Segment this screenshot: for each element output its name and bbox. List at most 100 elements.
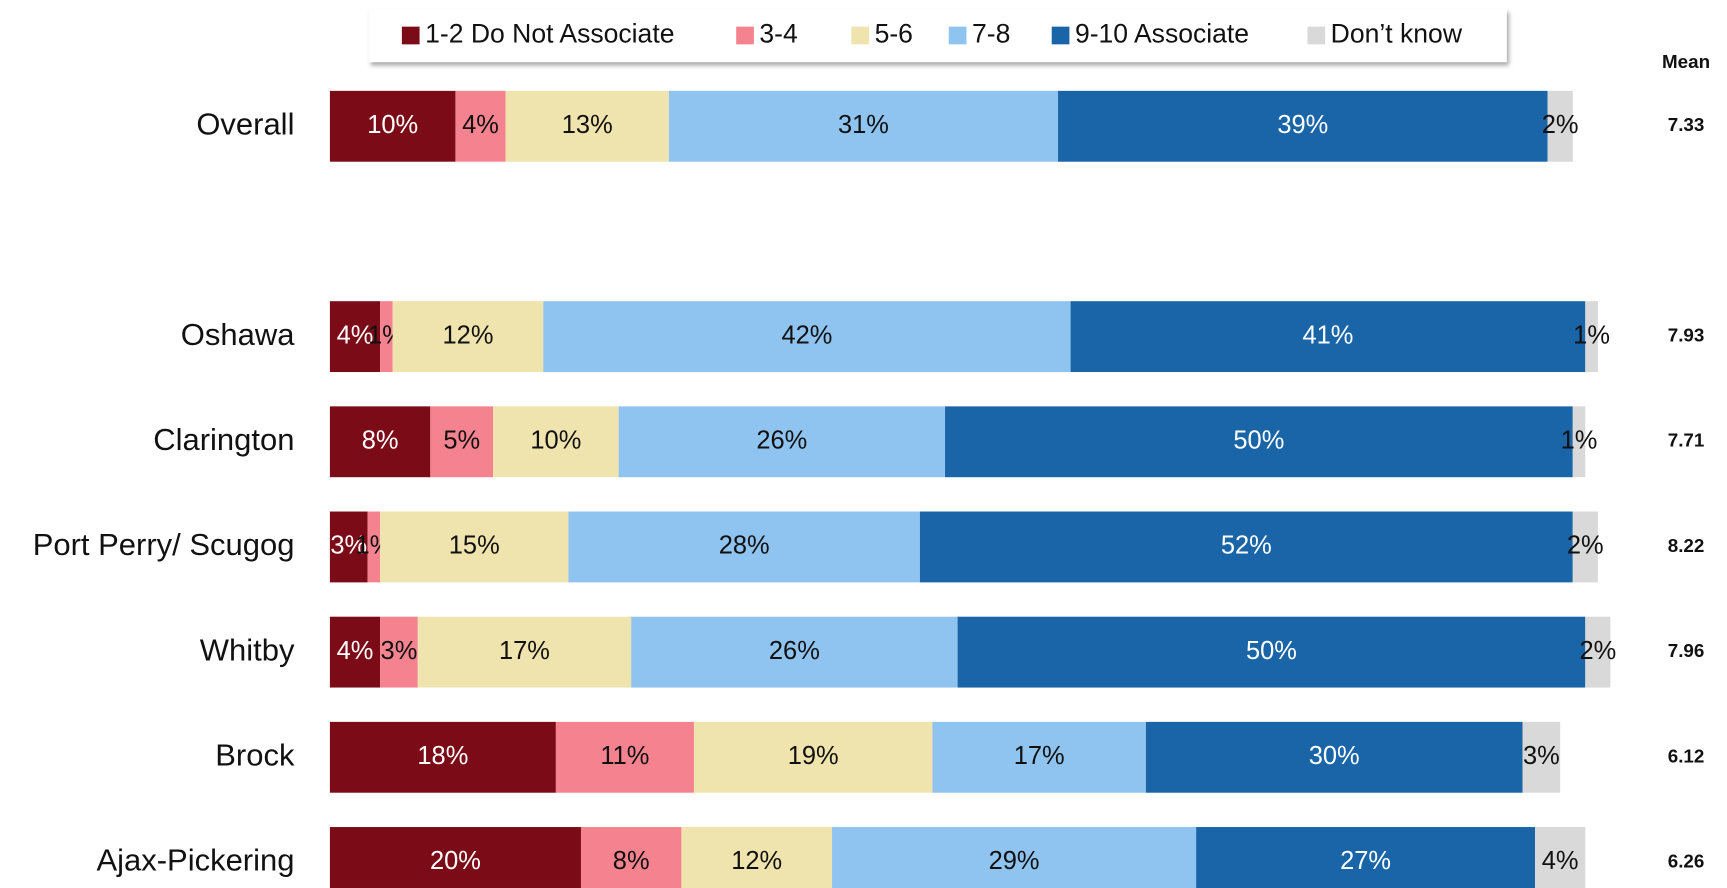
legend-label: 5-6 <box>875 19 913 49</box>
data-label: 50% <box>1246 637 1297 665</box>
data-label: 5% <box>443 427 480 455</box>
data-label: 12% <box>443 321 494 349</box>
bar-segment <box>932 721 1146 793</box>
category-label: Port Perry/ Scugog <box>33 527 295 562</box>
data-label: 26% <box>756 427 807 455</box>
data-label: 2% <box>1567 532 1604 560</box>
category-label: Oshawa <box>181 317 295 352</box>
data-label: 20% <box>430 847 481 875</box>
data-label: 1% <box>1573 321 1610 349</box>
bar-segment <box>380 511 569 583</box>
bar-segment <box>1535 827 1586 888</box>
legend-swatch <box>401 26 420 45</box>
data-label: 11% <box>600 742 649 770</box>
bar-segment <box>957 616 1586 688</box>
data-label: 10% <box>530 427 581 455</box>
bar-segment <box>1547 90 1573 162</box>
data-label: 4% <box>337 637 374 665</box>
bar-segment <box>430 406 494 478</box>
data-label: 18% <box>417 742 468 770</box>
mean-value: 7.93 <box>1668 325 1705 346</box>
data-label: 39% <box>1277 111 1328 139</box>
data-label: 19% <box>788 742 839 770</box>
bar-segment <box>1070 301 1586 373</box>
data-label: 3% <box>381 637 418 665</box>
bar-segment <box>693 721 933 793</box>
data-label: 17% <box>1014 742 1065 770</box>
data-label: 26% <box>769 637 820 665</box>
bar-segment <box>329 721 556 793</box>
data-label: 4% <box>337 321 374 349</box>
legend-label: 3-4 <box>759 19 797 49</box>
bar-segment <box>568 511 920 583</box>
category-label: Clarington <box>153 422 294 457</box>
data-label: 30% <box>1309 742 1360 770</box>
bar-segment <box>919 511 1573 583</box>
bar-segment <box>832 827 1197 888</box>
legend-swatch <box>1051 26 1070 45</box>
bar-segment <box>1196 827 1536 888</box>
bar-segment <box>945 406 1573 478</box>
data-label: 8% <box>613 847 650 875</box>
bar-segment <box>1572 511 1598 583</box>
data-label: 1% <box>1561 427 1598 455</box>
bar-segment <box>329 511 368 583</box>
data-label: 2% <box>1579 637 1616 665</box>
mean-header: Mean <box>1662 51 1710 72</box>
bar-segment <box>367 511 381 583</box>
data-label: 15% <box>449 532 500 560</box>
data-label: 50% <box>1233 427 1284 455</box>
bar-segment <box>392 301 544 373</box>
bar-segment <box>681 827 833 888</box>
bar-segment <box>1572 406 1586 478</box>
bar-segment <box>1058 90 1548 162</box>
legend-label: 7-8 <box>972 19 1010 49</box>
bar-segment <box>618 406 946 478</box>
category-label: Whitby <box>200 632 295 667</box>
bar-segment <box>329 616 381 688</box>
data-label: 31% <box>838 111 889 139</box>
legend-swatch <box>948 26 967 45</box>
legend-label: 9-10 Associate <box>1075 19 1249 49</box>
category-label: Ajax-Pickering <box>96 843 294 878</box>
mean-value: 8.22 <box>1668 535 1705 556</box>
data-label: 8% <box>362 427 399 455</box>
bar-segment <box>493 406 619 478</box>
category-label: Overall <box>196 106 294 141</box>
legend-swatch <box>736 26 754 45</box>
data-label: 41% <box>1302 321 1353 349</box>
mean-value: 7.33 <box>1668 114 1705 135</box>
bar-segment <box>668 90 1059 162</box>
data-label: 28% <box>719 532 770 560</box>
legend-swatch <box>1307 26 1326 45</box>
mean-value: 7.96 <box>1668 640 1705 661</box>
bar-segment <box>329 406 431 478</box>
legend-label: Don’t know <box>1331 19 1463 49</box>
bar-segment <box>329 301 381 373</box>
category-label: Brock <box>215 737 295 772</box>
data-label: 4% <box>1542 847 1579 875</box>
bar-segment <box>380 616 418 688</box>
data-label: 2% <box>1542 111 1579 139</box>
bar-segment <box>543 301 1071 373</box>
data-label: 12% <box>731 847 782 875</box>
data-label: 27% <box>1340 847 1391 875</box>
data-label: 3% <box>330 532 367 560</box>
mean-value: 7.71 <box>1668 430 1705 451</box>
bar-segment <box>1585 616 1611 688</box>
bar-segment <box>455 90 506 162</box>
bar-segment <box>1145 721 1523 793</box>
bar-segment <box>580 827 682 888</box>
bar-segment <box>329 827 581 888</box>
bar-segment <box>1522 721 1561 793</box>
data-label: 3% <box>1523 742 1560 770</box>
data-label: 13% <box>562 111 613 139</box>
data-label: 17% <box>499 637 550 665</box>
bar-segment <box>380 301 393 373</box>
bar-segment <box>555 721 694 793</box>
data-label: 4% <box>462 111 499 139</box>
data-label: 10% <box>367 111 418 139</box>
mean-value: 6.12 <box>1668 745 1705 766</box>
bar-segment <box>631 616 958 688</box>
